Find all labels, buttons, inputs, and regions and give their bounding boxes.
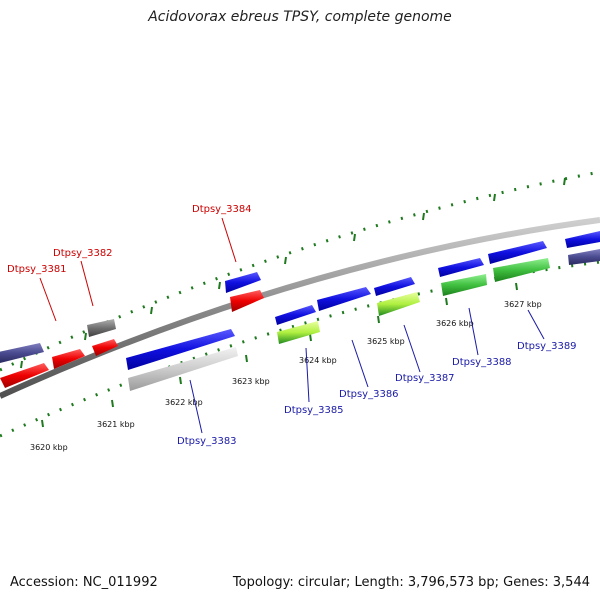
gene-arrow[interactable] — [493, 258, 550, 282]
gene-arrow[interactable] — [441, 274, 487, 296]
tick-label: 3626 kbp — [436, 319, 474, 328]
gene-arrow[interactable] — [230, 290, 264, 312]
gene-arrow[interactable] — [377, 292, 420, 316]
gene-arrow[interactable] — [488, 241, 547, 264]
gene-label-dtpsy-3386[interactable]: Dtpsy_3386 — [339, 389, 399, 400]
gene-arrow[interactable] — [128, 347, 238, 391]
gene-arrow[interactable] — [438, 258, 484, 277]
gene-arrows-reverse — [0, 249, 600, 391]
label-leaders — [39, 217, 545, 434]
tick-labels: 3620 kbp 3621 kbp 3622 kbp 3623 kbp 3624… — [30, 300, 542, 452]
genome-summary: Topology: circular; Length: 3,796,573 bp… — [232, 575, 590, 590]
gene-arrow[interactable] — [565, 231, 600, 248]
major-ticks — [20, 177, 566, 428]
gene-label-dtpsy-3385[interactable]: Dtpsy_3385 — [284, 405, 344, 416]
outer-tick-ring — [0, 170, 600, 372]
tick-label: 3620 kbp — [30, 443, 68, 452]
gene-arrow[interactable] — [225, 272, 261, 293]
gene-arrow[interactable] — [374, 277, 415, 296]
map-title: Acidovorax ebreus TPSY, complete genome — [148, 9, 452, 25]
gene-labels: Dtpsy_3381 Dtpsy_3382 Dtpsy_3383 Dtpsy_3… — [7, 204, 577, 447]
tick-label: 3623 kbp — [232, 377, 270, 386]
genome-backbone — [0, 217, 600, 399]
tick-label: 3624 kbp — [299, 356, 337, 365]
gene-arrow[interactable] — [87, 319, 116, 337]
gene-arrows-forward — [0, 231, 600, 369]
tick-label: 3622 kbp — [165, 398, 203, 407]
gene-arrow[interactable] — [568, 249, 600, 265]
gene-arrow[interactable] — [0, 343, 44, 363]
gene-label-dtpsy-3384[interactable]: Dtpsy_3384 — [192, 204, 252, 215]
tick-label: 3625 kbp — [367, 337, 405, 346]
gene-label-dtpsy-3382[interactable]: Dtpsy_3382 — [53, 248, 113, 259]
gene-arrow[interactable] — [52, 349, 85, 369]
gene-arrow[interactable] — [92, 339, 118, 356]
gene-arrow[interactable] — [275, 305, 316, 325]
accession-label: Accession: NC_011992 — [10, 575, 158, 590]
gene-label-dtpsy-3381[interactable]: Dtpsy_3381 — [7, 264, 67, 275]
inner-tick-ring — [0, 260, 600, 438]
gene-arrow[interactable] — [317, 287, 371, 311]
gene-arrow[interactable] — [277, 321, 320, 344]
gene-label-dtpsy-3387[interactable]: Dtpsy_3387 — [395, 373, 455, 384]
gene-arrow[interactable] — [126, 329, 235, 370]
tick-label: 3621 kbp — [97, 420, 135, 429]
gene-label-dtpsy-3389[interactable]: Dtpsy_3389 — [517, 341, 577, 352]
gene-label-dtpsy-3383[interactable]: Dtpsy_3383 — [177, 436, 237, 447]
gene-arrow[interactable] — [0, 363, 49, 388]
gene-label-dtpsy-3388[interactable]: Dtpsy_3388 — [452, 357, 512, 368]
tick-label: 3627 kbp — [504, 300, 542, 309]
